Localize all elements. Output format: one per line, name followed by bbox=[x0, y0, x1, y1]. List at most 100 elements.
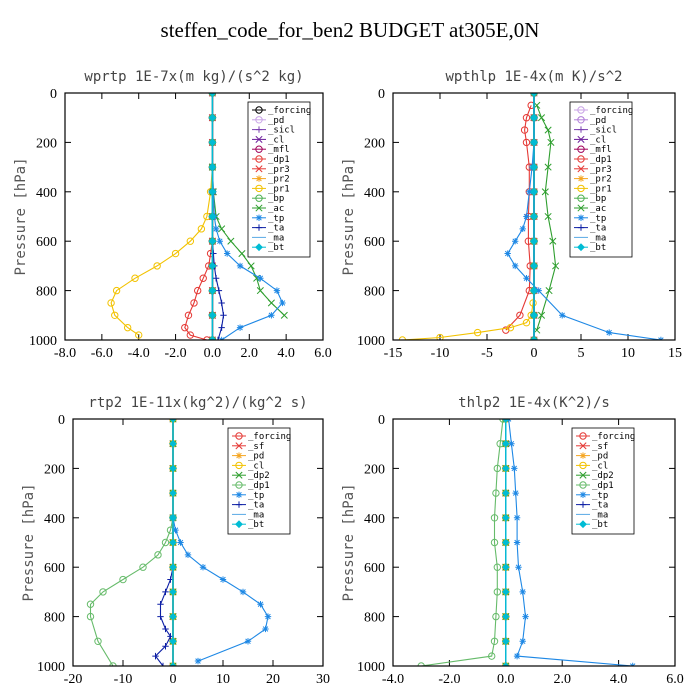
x-tick-label: -2.0 bbox=[438, 672, 460, 687]
legend-entry: _pr1 bbox=[590, 184, 612, 194]
x-tick-label: 0.0 bbox=[204, 346, 222, 361]
legend-entry: _pr3 bbox=[590, 165, 612, 175]
marker bbox=[235, 432, 243, 440]
legend-entry: _bt bbox=[590, 243, 606, 253]
marker bbox=[541, 188, 549, 196]
marker bbox=[559, 312, 566, 319]
marker bbox=[522, 114, 531, 122]
legend-entry: _ta bbox=[248, 501, 264, 511]
x-tick-label: 2.0 bbox=[241, 346, 259, 361]
y-tick-label: 200 bbox=[36, 136, 57, 151]
marker bbox=[208, 138, 217, 147]
marker bbox=[519, 638, 526, 645]
y-tick-label: 1000 bbox=[29, 334, 57, 349]
marker bbox=[169, 419, 177, 423]
y-tick-label: 1000 bbox=[357, 334, 385, 349]
marker bbox=[280, 311, 288, 319]
x-tick-label: 0 bbox=[531, 346, 538, 361]
marker bbox=[210, 250, 217, 257]
marker bbox=[255, 224, 263, 231]
legend-entry: _tp bbox=[590, 214, 606, 224]
legend-entry: _bt bbox=[248, 520, 264, 530]
y-tick-label: 200 bbox=[44, 462, 65, 477]
legend-entry: _sf bbox=[248, 442, 264, 452]
marker bbox=[501, 419, 510, 423]
legend-entry: _ma bbox=[590, 233, 606, 243]
marker bbox=[218, 225, 226, 233]
marker bbox=[152, 652, 159, 660]
legend-entry: _cl bbox=[268, 135, 284, 145]
plot-title-wprtp: wprtp 1E-7x(m kg)/(s^2 kg) bbox=[84, 69, 303, 85]
marker bbox=[606, 329, 613, 336]
x-tick-label: -6.0 bbox=[91, 346, 113, 361]
marker bbox=[172, 526, 179, 534]
marker bbox=[169, 439, 177, 448]
marker bbox=[506, 323, 515, 332]
legend-entry: _ma bbox=[248, 510, 264, 520]
marker bbox=[223, 250, 231, 257]
marker bbox=[490, 538, 499, 547]
legend-entry: _forcing bbox=[590, 106, 633, 116]
marker bbox=[236, 262, 244, 270]
x-tick-label: -15 bbox=[384, 346, 403, 361]
marker bbox=[512, 262, 519, 270]
marker bbox=[162, 625, 169, 633]
marker bbox=[235, 471, 243, 479]
marker bbox=[504, 250, 511, 257]
marker bbox=[255, 214, 263, 221]
marker bbox=[501, 489, 510, 498]
marker bbox=[255, 106, 263, 114]
marker bbox=[255, 243, 263, 252]
marker bbox=[512, 489, 519, 497]
x-tick-label: 6.0 bbox=[314, 346, 332, 361]
legend-entry: _pd bbox=[248, 452, 264, 462]
marker bbox=[490, 514, 499, 522]
marker bbox=[255, 126, 263, 133]
marker bbox=[530, 93, 538, 97]
marker bbox=[577, 135, 585, 143]
legend-entry: _bp bbox=[590, 194, 606, 204]
marker bbox=[255, 145, 263, 153]
series-line bbox=[154, 567, 174, 666]
marker bbox=[513, 539, 521, 546]
marker bbox=[208, 261, 217, 270]
marker bbox=[208, 187, 217, 196]
y-tick-label: 600 bbox=[44, 561, 65, 576]
marker bbox=[162, 643, 169, 650]
marker bbox=[577, 224, 585, 231]
marker bbox=[579, 471, 587, 479]
marker bbox=[501, 439, 510, 448]
y-tick-label: 200 bbox=[364, 136, 385, 151]
marker bbox=[256, 287, 264, 295]
series-line bbox=[89, 517, 174, 666]
legend-entry: _pd bbox=[268, 116, 284, 126]
marker bbox=[208, 113, 217, 122]
x-tick-label: -10 bbox=[114, 672, 133, 687]
marker bbox=[208, 212, 217, 221]
marker bbox=[154, 551, 162, 559]
x-tick-label: 30 bbox=[316, 672, 330, 687]
marker bbox=[219, 576, 227, 583]
legend-entry: _pd bbox=[592, 452, 608, 462]
marker bbox=[119, 575, 127, 584]
marker bbox=[577, 214, 585, 221]
marker bbox=[218, 324, 225, 331]
series-line bbox=[184, 241, 213, 340]
marker bbox=[552, 262, 560, 270]
x-tick-label: 20 bbox=[266, 672, 280, 687]
legend-entry: _pr2 bbox=[590, 175, 612, 185]
marker bbox=[544, 126, 552, 134]
marker bbox=[99, 588, 107, 596]
marker bbox=[526, 188, 533, 195]
marker bbox=[220, 312, 227, 319]
y-tick-label: 0 bbox=[58, 413, 65, 428]
y-tick-label: 400 bbox=[364, 186, 385, 201]
marker bbox=[535, 287, 542, 294]
marker bbox=[169, 637, 177, 646]
marker bbox=[513, 652, 521, 660]
marker bbox=[212, 275, 220, 282]
y-tick-label: 400 bbox=[36, 186, 57, 201]
marker bbox=[177, 539, 184, 546]
